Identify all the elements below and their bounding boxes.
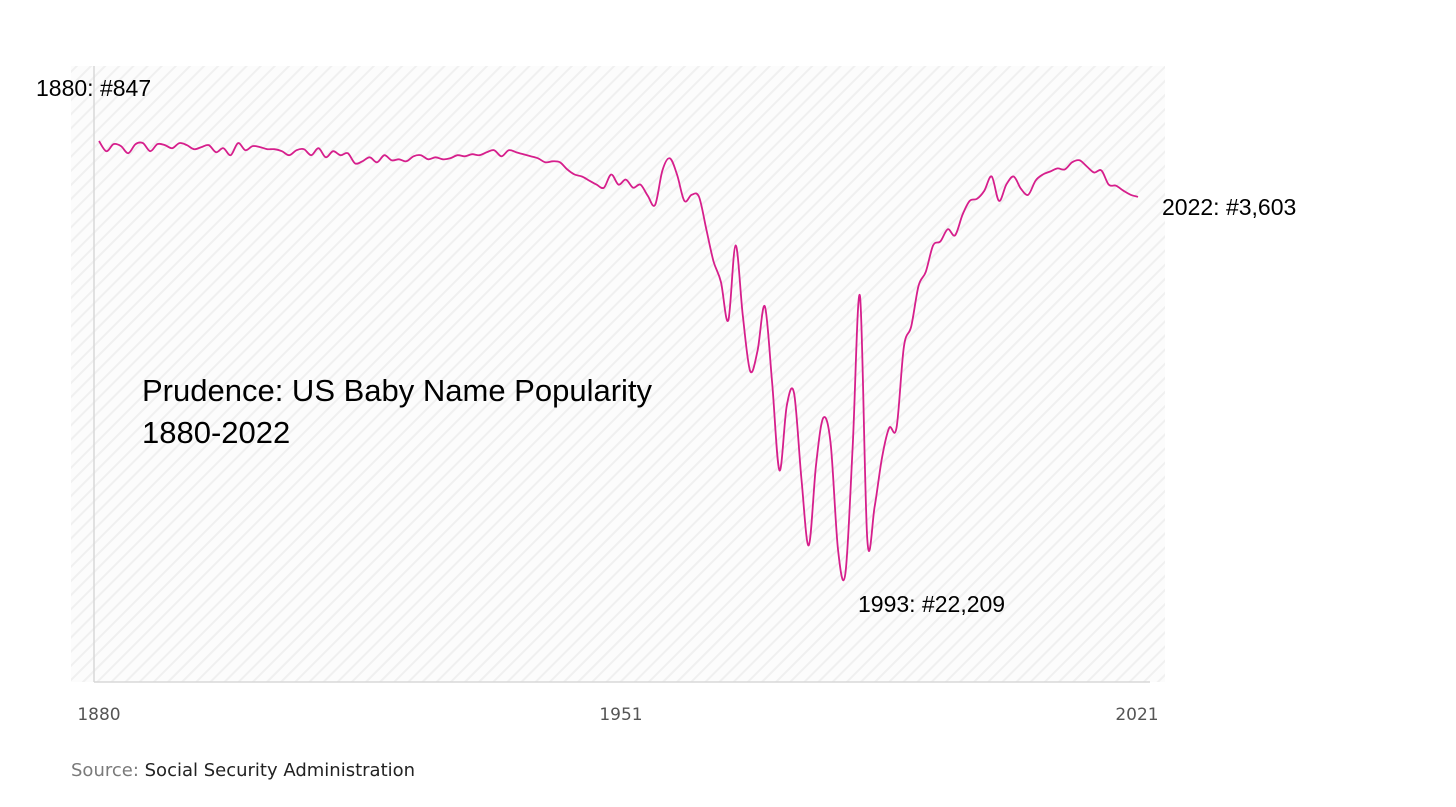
chart-title: Prudence: US Baby Name Popularity bbox=[142, 373, 653, 408]
source-label: Source: bbox=[71, 760, 139, 781]
x-tick-label: 1951 bbox=[599, 705, 642, 725]
plot-area bbox=[71, 66, 1165, 682]
source-value: Social Security Administration bbox=[144, 760, 416, 781]
chart-subtitle: 1880-2022 bbox=[142, 415, 291, 450]
annotation-end: 2022: #3,603 bbox=[1162, 194, 1297, 220]
x-tick-label: 1880 bbox=[77, 705, 120, 725]
chart-title-block: Prudence: US Baby Name Popularity 1880-2… bbox=[142, 370, 652, 454]
source-note: Source: Social Security Administration bbox=[71, 760, 415, 781]
annotation-min: 1993: #22,209 bbox=[858, 591, 1006, 617]
x-tick-label: 2021 bbox=[1115, 705, 1158, 725]
annotation-start: 1880: #847 bbox=[36, 75, 152, 101]
series-line bbox=[98, 140, 1139, 582]
